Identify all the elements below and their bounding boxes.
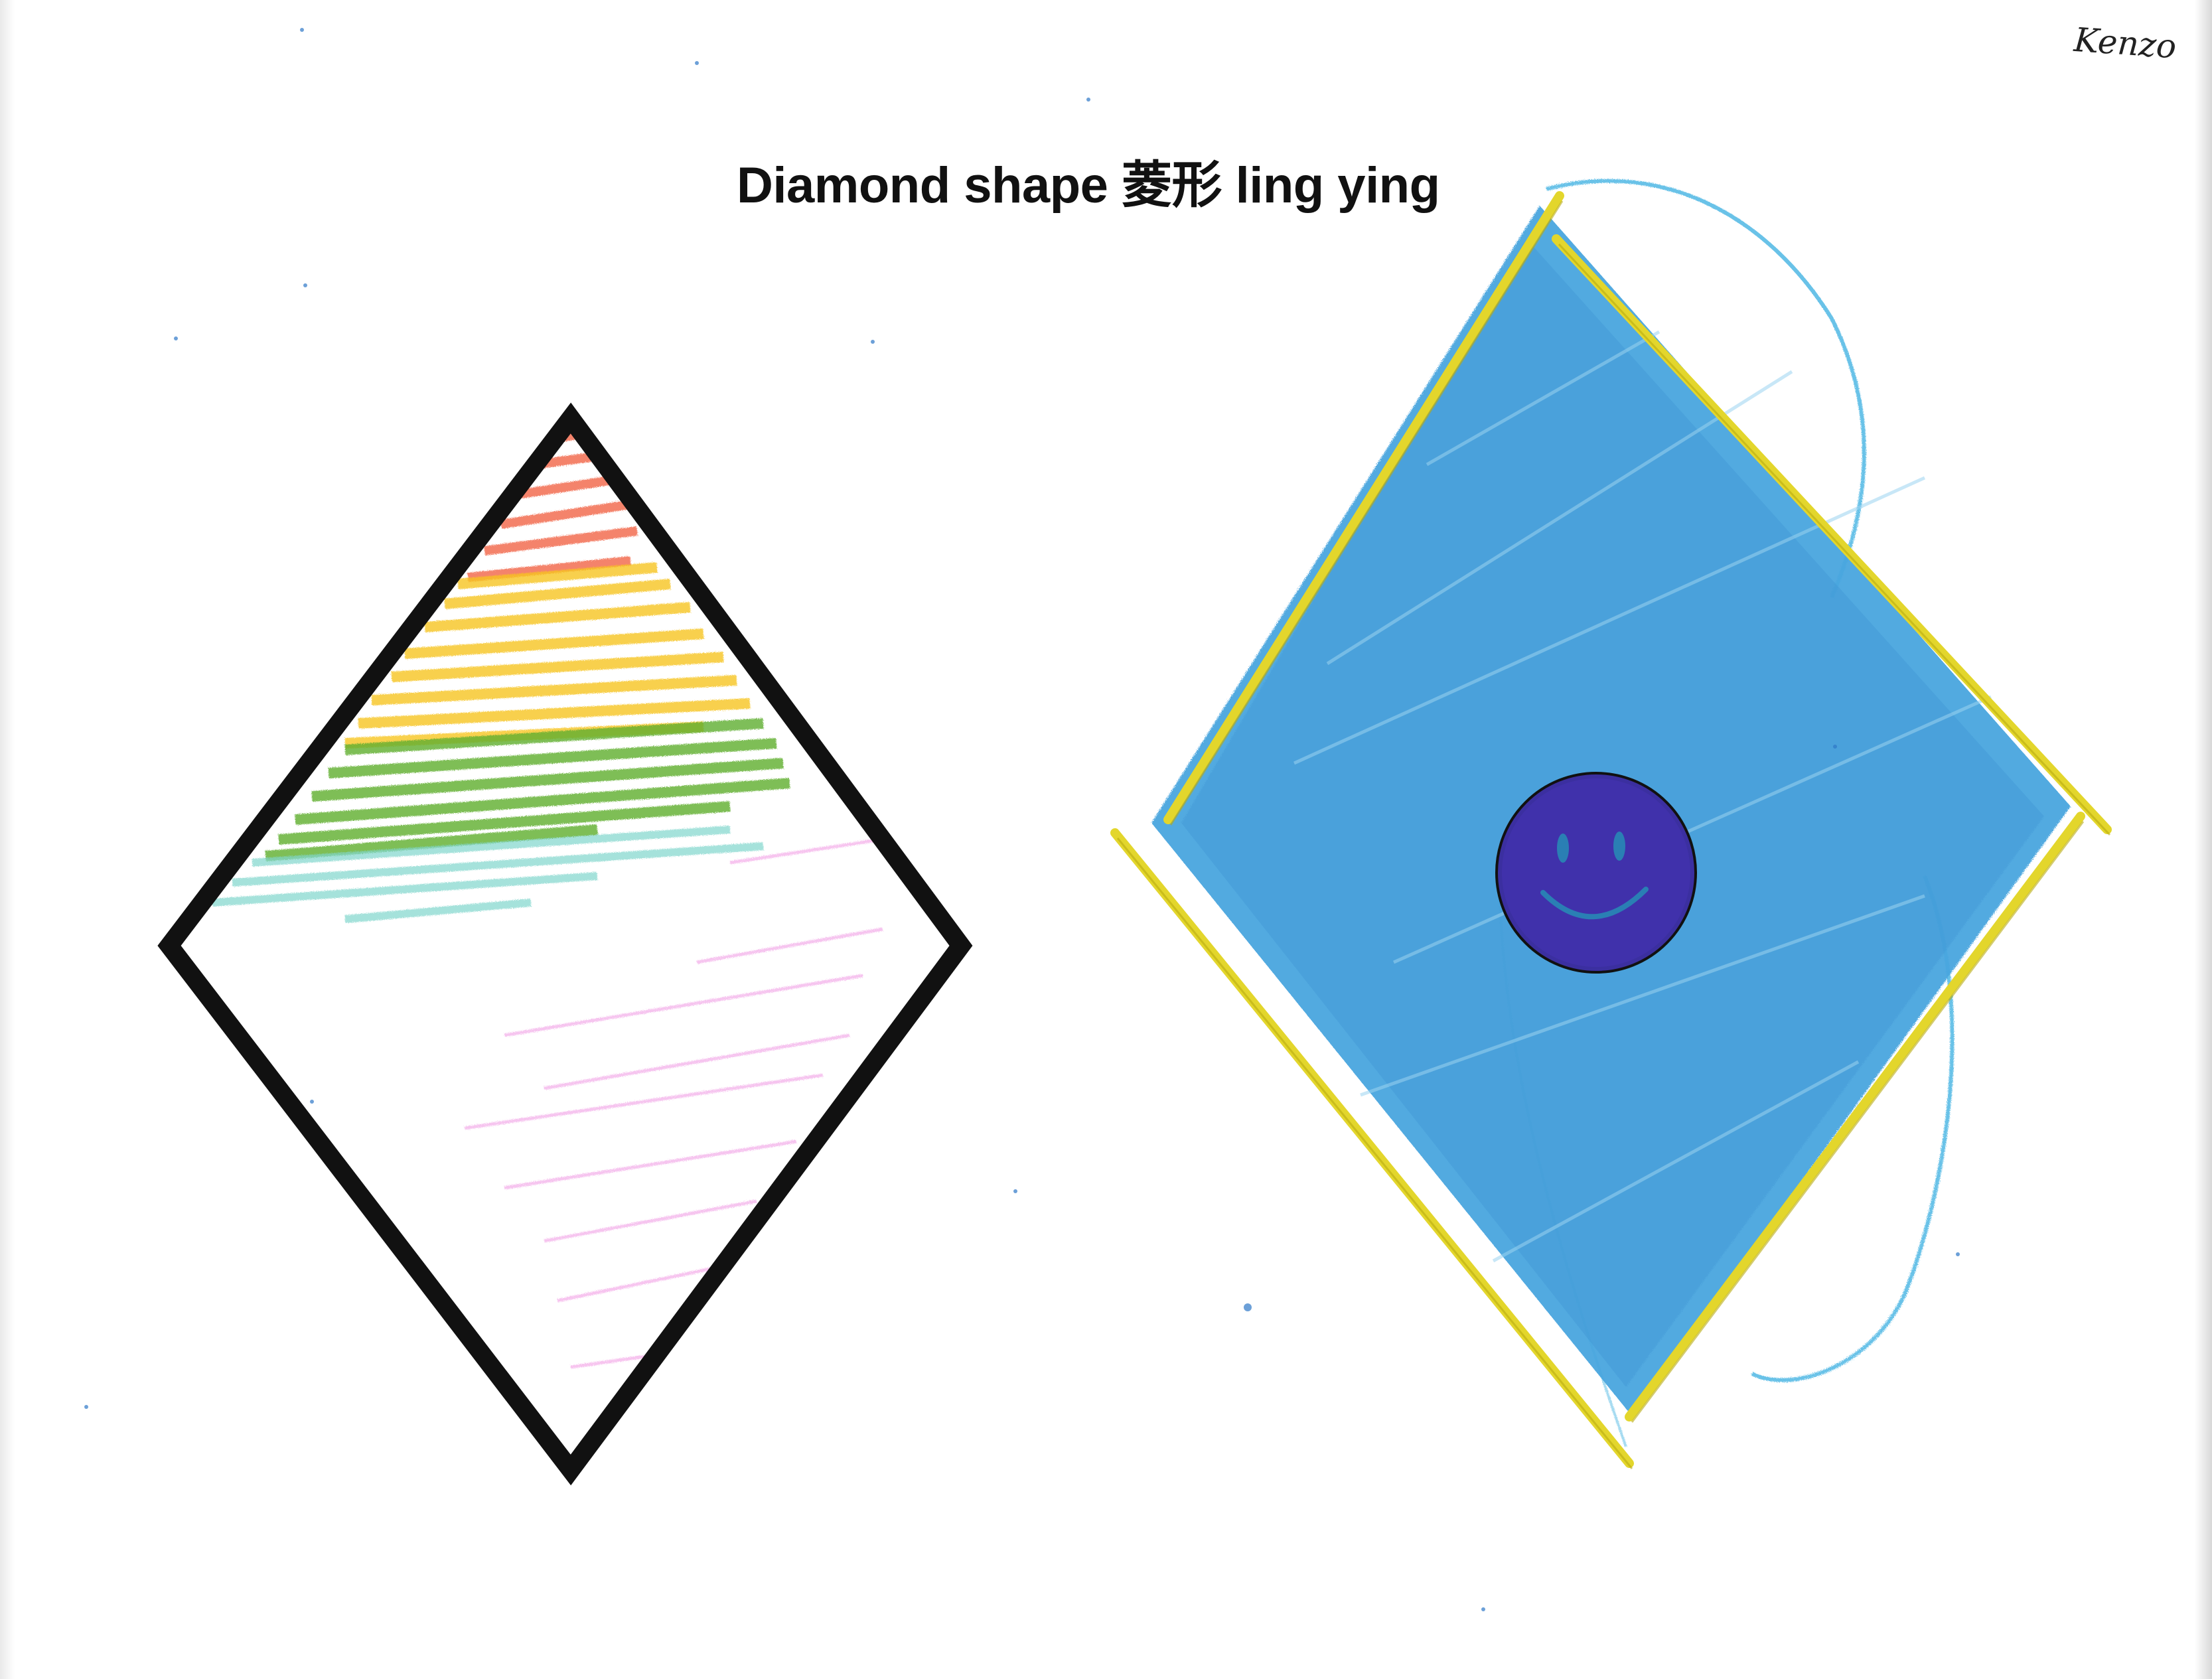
worksheet-title: Diamond shape 菱形 ling ying [737, 157, 1440, 214]
left-diamond-outline [157, 402, 973, 1486]
child-signature: Kenzo [2073, 20, 2178, 66]
smiley-right-eye [1613, 832, 1625, 861]
green-crayon-band [265, 718, 790, 861]
aqua-crayon-band [212, 826, 764, 923]
scan-edge-left [0, 0, 15, 1679]
smiley-face-sticker [1495, 772, 1697, 974]
paper-specks [84, 28, 1960, 1611]
smiley-mouth [1540, 887, 1649, 920]
right-diamond-drawing [1110, 179, 2112, 1469]
yellow-stick-frame [1110, 191, 2112, 1468]
yellow-stick-top-left [1163, 191, 1564, 824]
left-diamond-drawing [157, 402, 973, 1486]
yellow-stick-bottom-right [1625, 812, 2085, 1422]
smiley-left-eye [1557, 834, 1569, 863]
yellow-stick-top-right [1552, 234, 2112, 834]
yellow-stick-bottom-left [1110, 828, 1634, 1468]
scan-edge-right [2195, 0, 2212, 1679]
